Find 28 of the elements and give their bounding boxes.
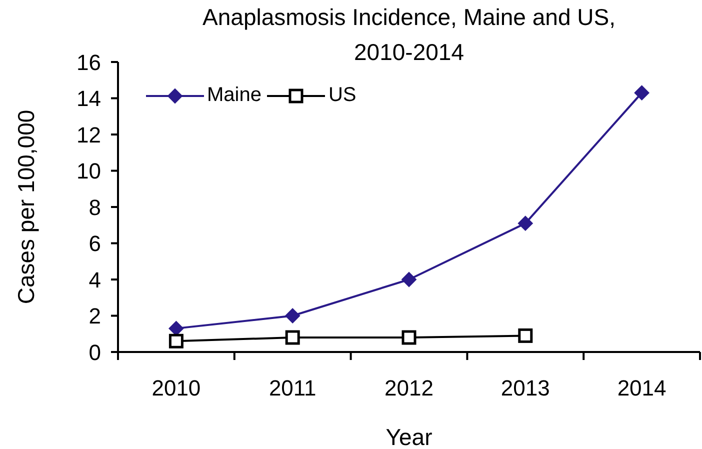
x-tick-label: 2013 (500, 376, 550, 401)
point (168, 320, 184, 336)
x-tick-label: 2011 (268, 376, 316, 401)
y-tick-label: 6 (88, 231, 101, 256)
point (518, 328, 533, 343)
point (634, 85, 650, 100)
x-tick-label: 2014 (617, 376, 666, 401)
chart-title: Anaplasmosis Incidence, Maine and US, 2010-2014 (202, 3, 616, 67)
legend-label: US (328, 84, 356, 107)
y-tick-label: 2 (88, 304, 101, 329)
y-tick-label: 14 (76, 86, 101, 112)
point (168, 334, 184, 348)
point (285, 330, 300, 345)
y-tick-label: 8 (88, 194, 101, 220)
y-axis-title: Cases per 100,000 (13, 110, 40, 304)
x-axis-title: Year (386, 424, 433, 449)
point (402, 272, 416, 287)
x-tick-label: 2012 (384, 376, 434, 401)
x-tick-label: 2010 (152, 376, 201, 401)
y-tick-label: 16 (76, 50, 101, 75)
y-tick-label: 12 (76, 122, 101, 148)
point (285, 308, 300, 324)
y-tick-label: 4 (88, 267, 101, 292)
y-tick-label: 0 (88, 340, 101, 365)
point (518, 216, 533, 231)
point (402, 330, 416, 345)
legend-label: Maine (207, 84, 262, 107)
y-tick-label: 10 (76, 158, 101, 184)
